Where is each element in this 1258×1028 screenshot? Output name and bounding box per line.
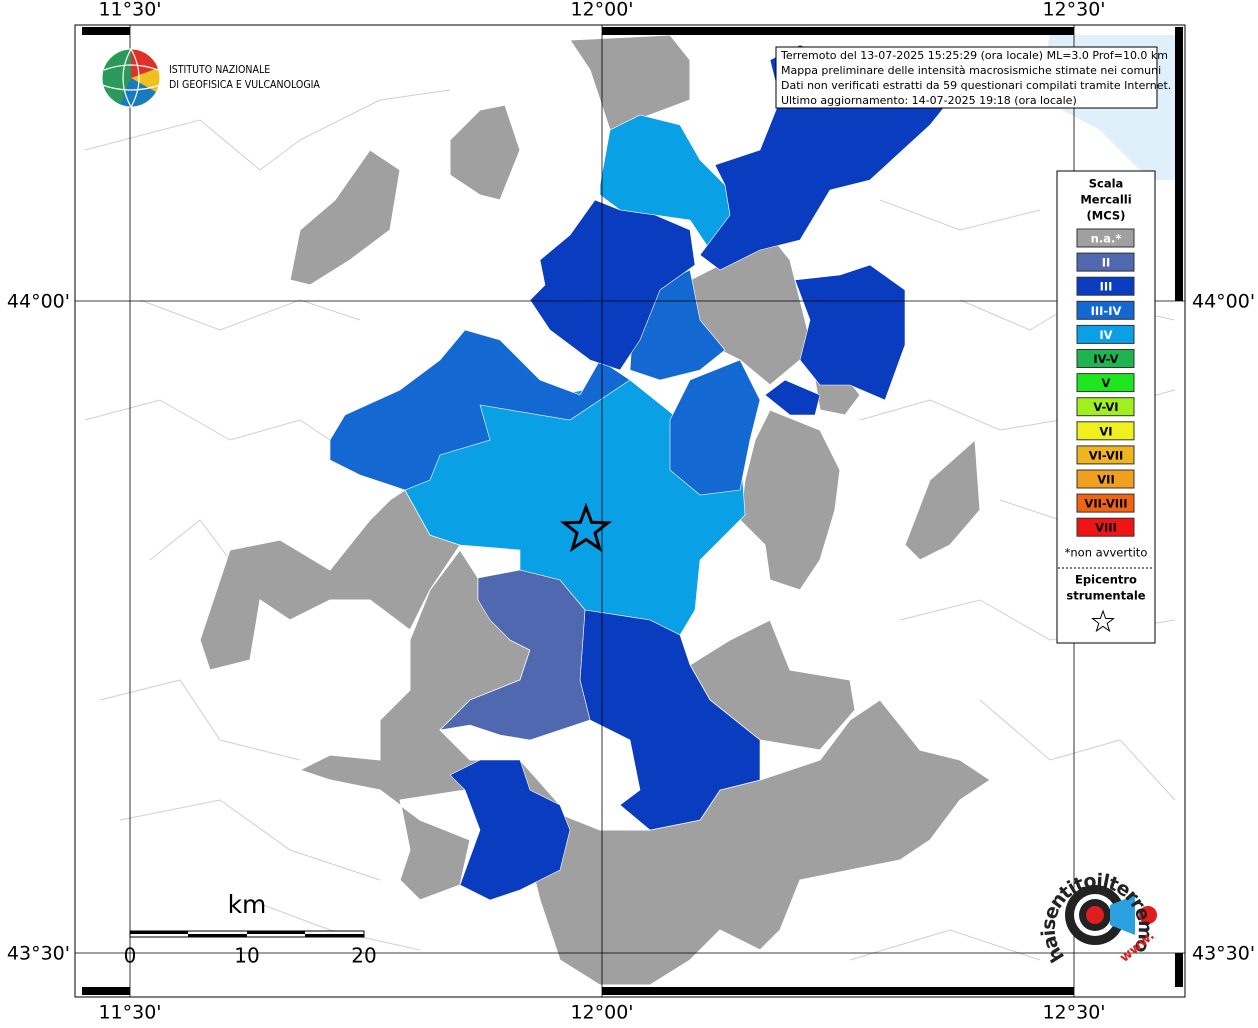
legend: ScalaMercalli(MCS)n.a.*IIIIIIII-IVIVIV-V…: [1056, 170, 1156, 644]
legend-swatch: [1076, 300, 1135, 320]
legend-swatch: [1076, 517, 1135, 537]
legend-label: IV: [1099, 328, 1112, 342]
latitude-label: 43°30': [1192, 943, 1255, 965]
legend-label: VIII: [1095, 521, 1117, 535]
scale-label: 20: [351, 944, 376, 968]
legend-swatch: [1076, 228, 1135, 248]
legend-swatch: [1076, 445, 1135, 465]
legend-title: Scala: [1089, 177, 1124, 191]
intensity-areas: [329, 44, 951, 901]
info-box: Terremoto del 13-07-2025 15:25:29 (ora l…: [775, 46, 1171, 109]
coordinate-labels: 11°30' 12°00' 12°30' 11°30' 12°00' 12°30…: [7, 0, 1255, 1024]
legend-label: VI-VII: [1089, 448, 1124, 462]
legend-label: IV-V: [1093, 352, 1118, 366]
epicenter-legend-symbol: [1091, 609, 1115, 633]
legend-label: n.a.*: [1091, 232, 1122, 246]
legend-label: V: [1102, 376, 1111, 390]
legend-label: VI: [1099, 424, 1112, 438]
legend-swatch: [1076, 324, 1135, 344]
legend-swatch: [1076, 493, 1135, 513]
legend-title: (MCS): [1087, 209, 1126, 223]
latitude-label: 43°30': [7, 943, 70, 965]
legend-epicenter: strumentale: [1066, 589, 1145, 603]
ingv-logo: ISTITUTO NAZIONALE DI GEOFISICA E VULCAN…: [101, 48, 320, 108]
latitude-label: 44°00': [7, 291, 70, 313]
legend-swatch: [1076, 373, 1135, 393]
legend-swatch: [1076, 421, 1135, 441]
legend-swatch: [1076, 469, 1135, 489]
longitude-label: 12°00': [570, 0, 633, 21]
legend-label: VII: [1097, 473, 1114, 487]
longitude-label: 12°30': [1042, 1002, 1105, 1024]
epicenter: [559, 502, 613, 553]
legend-label: V-VI: [1093, 400, 1118, 414]
scale-unit: km: [228, 890, 267, 919]
longitude-label: 12°00': [570, 1002, 633, 1024]
latitude-label: 44°00': [1192, 291, 1255, 313]
info-line: Ultimo aggiornamento: 14-07-2025 19:18 (…: [781, 94, 1077, 107]
municipal-borders: [84, 89, 1176, 961]
legend-note: *non avvertito: [1065, 546, 1148, 560]
legend-title: Mercalli: [1080, 193, 1131, 207]
info-line: Terremoto del 13-07-2025 15:25:29 (ora l…: [780, 49, 1168, 62]
legend-label: VII-VIII: [1084, 497, 1127, 511]
legend-label: III-IV: [1091, 304, 1122, 318]
not-felt-areas: [199, 34, 991, 986]
legend-label: III: [1100, 280, 1113, 294]
logo-text: ISTITUTO NAZIONALE: [169, 64, 270, 76]
legend-label: II: [1102, 256, 1111, 270]
longitude-label: 11°30': [98, 0, 161, 21]
info-line: Mappa preliminare delle intensità macros…: [781, 64, 1161, 77]
scale-label: 0: [124, 944, 137, 968]
longitude-label: 12°30': [1042, 0, 1105, 21]
legend-swatch: [1076, 252, 1135, 272]
legend-swatch: [1076, 276, 1135, 296]
map-frame: [74, 24, 1186, 998]
legend-swatch: [1076, 397, 1135, 417]
scale-label: 10: [234, 944, 259, 968]
scale-bar: km 0 10 20: [124, 890, 377, 968]
info-line: Dati non verificati estratti da 59 quest…: [781, 79, 1171, 92]
longitude-label: 11°30': [98, 1002, 161, 1024]
logo-text: DI GEOFISICA E VULCANOLOGIA: [169, 79, 320, 91]
legend-swatch: [1076, 349, 1135, 368]
legend-epicenter: Epicentro: [1075, 573, 1137, 587]
